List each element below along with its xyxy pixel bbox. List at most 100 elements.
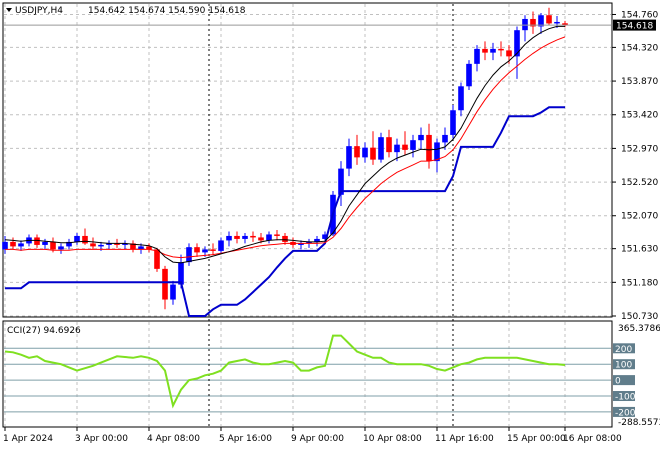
time-tick-label: 16 Apr 08:00 <box>563 434 622 444</box>
candle-body <box>562 23 568 26</box>
candle-body <box>146 246 152 250</box>
candle-body <box>178 262 184 285</box>
support-line <box>5 106 565 317</box>
time-tick-label: 4 Apr 08:00 <box>147 434 200 444</box>
candle-body <box>314 238 320 242</box>
candle-body <box>226 235 232 241</box>
cci-scale-min: -288.5573 <box>618 418 660 428</box>
candle-body <box>378 137 384 160</box>
candle-body <box>218 240 224 251</box>
candle-body <box>266 234 272 241</box>
candle-body <box>298 243 304 245</box>
price-grid <box>4 4 611 317</box>
time-tick-label: 9 Apr 00:00 <box>291 434 344 444</box>
candle-body <box>546 15 552 24</box>
price-panel[interactable] <box>2 2 613 318</box>
candle-body <box>130 243 136 250</box>
cci-plot <box>4 334 566 409</box>
candle-body <box>66 241 72 247</box>
cci-level-label: -200 <box>615 408 636 418</box>
candle-body <box>282 235 288 242</box>
cci-level-label: 0 <box>615 377 621 387</box>
time-tick-label: 5 Apr 16:00 <box>219 434 272 444</box>
candle-body <box>426 134 432 162</box>
candle-body <box>122 243 128 245</box>
ohlc-readout: 154.642 154.674 154.590 154.618 <box>88 6 246 16</box>
candle-body <box>346 146 352 169</box>
time-tick-label: 1 Apr 2024 <box>3 434 53 444</box>
cci-label: CCI(27) 94.6926 <box>7 326 81 336</box>
candle-body <box>194 247 200 253</box>
candle-body <box>458 86 464 111</box>
candle-body <box>202 249 208 253</box>
candle-body <box>450 110 456 135</box>
price-tick-label: 152.520 <box>621 178 658 188</box>
price-axis: 154.760 154.320 153.870 153.420 152.970 152.5… <box>612 10 658 322</box>
ma-slow-line <box>5 36 566 259</box>
candle-body <box>514 30 520 57</box>
candle-body <box>114 243 120 245</box>
candle-body <box>498 48 504 51</box>
cci-level-tag <box>613 406 635 417</box>
time-tick-label: 3 Apr 00:00 <box>75 434 128 444</box>
cci-level-tag <box>613 359 635 370</box>
candle-body <box>418 134 424 141</box>
session-separators <box>208 4 454 426</box>
cci-grid <box>4 322 611 426</box>
candle-body <box>82 235 88 244</box>
cci-panel[interactable] <box>2 320 613 428</box>
candle-body <box>442 134 448 143</box>
candle-body <box>434 142 440 162</box>
cci-level-tag <box>613 391 635 402</box>
candle-body <box>554 21 560 24</box>
candle-body <box>210 249 216 251</box>
candle-body <box>394 144 400 153</box>
candle-body <box>242 235 248 239</box>
candle-body <box>34 237 40 245</box>
candle-body <box>370 147 376 160</box>
candle-body <box>162 268 168 300</box>
cci-scale-max: 365.3786 <box>618 324 660 334</box>
candle-body <box>90 243 96 247</box>
candle-body <box>386 137 392 153</box>
time-axis: 1 Apr 2024 3 Apr 00:00 4 Apr 08:00 5 Apr 16… <box>3 427 622 444</box>
cci-level-tag <box>613 343 635 354</box>
price-tick-label: 153.870 <box>621 77 658 87</box>
candle-body <box>482 48 488 53</box>
cci-level-label: 100 <box>615 361 632 371</box>
candle-body <box>2 241 8 250</box>
price-tick-label: 154.760 <box>621 10 658 20</box>
candle-body <box>410 140 416 150</box>
candle-body <box>522 18 528 31</box>
time-tick-label: 11 Apr 16:00 <box>435 434 494 444</box>
candle-body <box>18 243 24 247</box>
candle-body <box>474 48 480 64</box>
candle-body <box>306 241 312 244</box>
cci-axis: 200 100 0 -100 -200 365.3786 -288.5573 <box>613 324 660 428</box>
price-tick-label: 151.180 <box>621 278 658 288</box>
candle-body <box>274 234 280 236</box>
price-tick-label: 152.970 <box>621 144 658 154</box>
candle-body <box>42 241 48 245</box>
candle-body <box>258 237 264 241</box>
current-price-tag <box>613 19 656 31</box>
candle-body <box>138 246 144 250</box>
candle-body <box>362 147 368 158</box>
candle-body <box>530 18 536 27</box>
price-tick-label: 151.630 <box>621 245 658 255</box>
price-tick-label: 152.070 <box>621 212 658 222</box>
candle-body <box>338 168 344 195</box>
candle-body <box>250 235 256 238</box>
price-tick-label: 153.420 <box>621 111 658 121</box>
candle-body <box>10 241 16 247</box>
candle-body <box>50 241 56 250</box>
dropdown-triangle-icon[interactable] <box>6 8 12 12</box>
candle-body <box>234 235 240 239</box>
candle-body <box>74 235 80 242</box>
moving-averages <box>4 24 611 317</box>
current-price-text: 154.618 <box>616 22 653 32</box>
candle-body <box>506 50 512 57</box>
candle-body <box>466 63 472 87</box>
candle-body <box>354 146 360 158</box>
